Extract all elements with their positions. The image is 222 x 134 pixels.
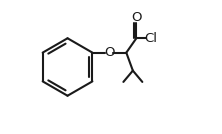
Text: Cl: Cl bbox=[144, 32, 157, 45]
Text: O: O bbox=[104, 46, 115, 59]
Text: O: O bbox=[131, 12, 142, 25]
